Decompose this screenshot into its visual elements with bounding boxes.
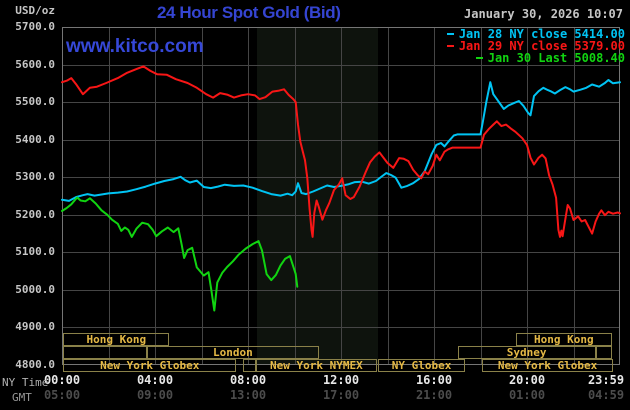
- y-tick-label: 5000.0: [15, 282, 55, 296]
- y-tick-label: 5500.0: [15, 95, 55, 109]
- price-line-jan-30: [61, 196, 299, 312]
- y-tick-label: 5400.0: [15, 132, 55, 146]
- plot-area: [62, 27, 620, 365]
- session-box-new-york-globex: New York Globex: [482, 359, 614, 372]
- session-box-new-york-nymex: New York NYMEX: [255, 359, 378, 372]
- y-axis-unit-label: USD/oz: [15, 4, 55, 17]
- session-box-sydney: Sydney: [457, 346, 596, 359]
- x-gridline: [155, 28, 156, 364]
- legend-line-swatch-icon: [446, 45, 454, 47]
- y-tick-label: 4900.0: [15, 320, 55, 334]
- x-axis-row1-label: NY Time: [2, 376, 49, 389]
- kitco-watermark: www.kitco.com: [66, 36, 204, 57]
- x-tick-gmt-time: 21:00: [415, 388, 453, 402]
- x-gridline: [108, 28, 110, 364]
- x-tick-ny-time: 08:00: [229, 373, 267, 387]
- price-line-jan-28: [61, 79, 621, 202]
- y-tick-label: 4800.0: [15, 358, 55, 371]
- session-box-london: London: [146, 346, 319, 359]
- chart-datetime: January 30, 2026 10:07: [464, 7, 623, 21]
- x-tick-ny-time: 00:00: [43, 373, 81, 387]
- legend-label: Jan 29 NY close 5379.00: [458, 39, 625, 53]
- legend-item: Jan 29 NY close 5379.00: [446, 39, 625, 53]
- y-tick-label: 5600.0: [15, 57, 55, 71]
- x-gridline: [387, 28, 389, 364]
- x-tick-ny-time: 23:59: [587, 373, 625, 387]
- legend-label: Jan 28 NY close 5414.00: [458, 27, 625, 41]
- session-box-hong-kong: Hong Kong: [63, 333, 170, 346]
- chart-title: 24 Hour Spot Gold (Bid): [157, 3, 341, 22]
- x-gridline: [294, 28, 296, 364]
- y-tick-label: 5700.0: [15, 20, 55, 33]
- x-tick-gmt-time: 01:00: [508, 388, 546, 402]
- session-box-hong-kong: Hong Kong: [515, 333, 612, 346]
- x-gridline: [527, 28, 528, 364]
- x-gridline: [201, 28, 203, 364]
- legend-item: Jan 30 Last 5008.40: [475, 51, 625, 65]
- price-line-jan-29: [61, 65, 621, 238]
- legend-label: Jan 30 Last 5008.40: [487, 51, 625, 65]
- session-box-unlabeled: [63, 346, 147, 359]
- x-gridline: [248, 28, 249, 364]
- y-tick-label: 5200.0: [15, 207, 55, 221]
- session-box-ny-globex: NY Globex: [378, 359, 465, 372]
- x-tick-gmt-time: 05:00: [43, 388, 81, 402]
- x-tick-ny-time: 12:00: [322, 373, 360, 387]
- legend-line-swatch-icon: [475, 57, 483, 59]
- x-tick-ny-time: 20:00: [508, 373, 546, 387]
- x-tick-gmt-time: 09:00: [136, 388, 174, 402]
- x-tick-gmt-time: 17:00: [322, 388, 360, 402]
- x-gridline: [341, 28, 342, 364]
- legend-item: Jan 28 NY close 5414.00: [446, 27, 625, 41]
- x-axis-row2-label: GMT: [12, 391, 32, 404]
- x-gridline: [573, 28, 575, 364]
- x-tick-ny-time: 04:00: [136, 373, 174, 387]
- session-box-new-york-globex: New York Globex: [63, 359, 237, 372]
- session-box-unlabeled: [243, 359, 256, 372]
- x-tick-gmt-time: 13:00: [229, 388, 267, 402]
- session-box-unlabeled: [595, 346, 612, 359]
- x-gridline: [480, 28, 482, 364]
- x-tick-ny-time: 16:00: [415, 373, 453, 387]
- y-tick-label: 5300.0: [15, 170, 55, 184]
- legend-line-swatch-icon: [446, 33, 454, 35]
- x-gridline: [434, 28, 435, 364]
- y-tick-label: 5100.0: [15, 245, 55, 259]
- x-tick-gmt-time: 04:59: [587, 388, 625, 402]
